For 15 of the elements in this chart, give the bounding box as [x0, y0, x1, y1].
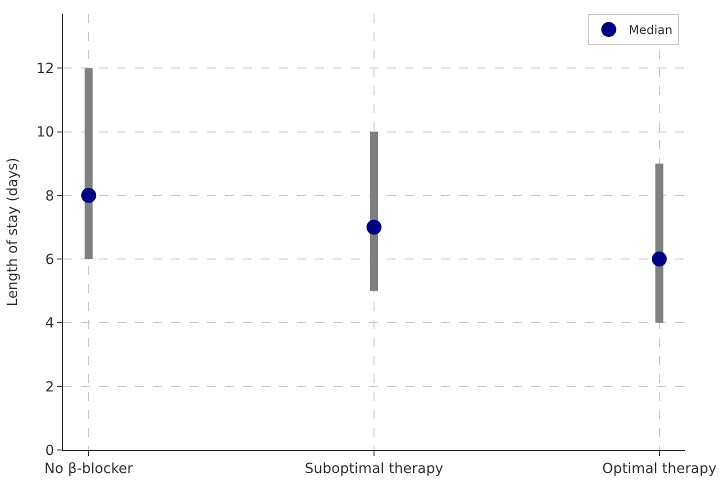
y-tick-label: 0	[45, 442, 54, 459]
y-tick-label: 12	[36, 61, 54, 77]
y-tick-label: 10	[36, 124, 54, 141]
y-tick-label: 2	[45, 379, 54, 396]
y-tick-label: 4	[45, 316, 54, 332]
x-tick-label: Optimal therapy	[602, 460, 716, 477]
point	[81, 188, 96, 203]
point	[366, 220, 382, 235]
point	[652, 252, 667, 267]
y-tick-label: 6	[45, 252, 54, 268]
legend-label: Median	[628, 23, 672, 38]
y-axis-title: Length of stay (days)	[4, 158, 21, 306]
x-tick-label: No β-blocker	[44, 460, 134, 477]
x-tick-label: Suboptimal therapy	[304, 460, 444, 477]
y-tick-label: 8	[45, 188, 54, 204]
